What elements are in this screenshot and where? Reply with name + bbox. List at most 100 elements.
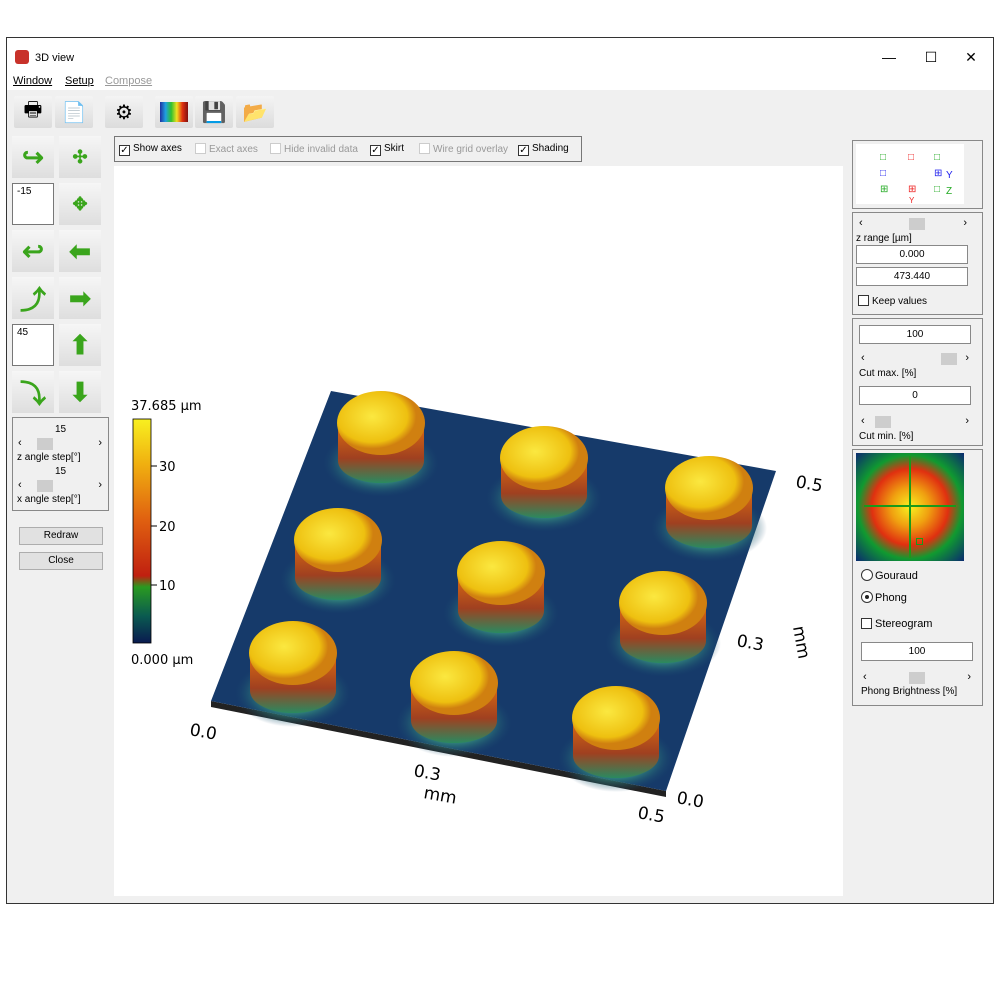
checkbox-box: ✓ [518,145,529,156]
y-axis-start: 0.0 [675,788,705,812]
settings-button[interactable]: ⚙ [105,96,143,128]
maximize-button[interactable]: ☐ [924,49,938,65]
move-down-button[interactable]: ⬇ [59,371,101,413]
print-button[interactable]: 🖶 [14,96,52,128]
move-up-button[interactable]: ⬆ [59,324,101,366]
cut-group: 100 ‹ › Cut max. [%] 0 ‹ › Cut min. [%] [852,318,983,446]
cut-min-input[interactable]: 0 [859,386,971,405]
color-palette-icon [160,102,188,122]
3d-surface-plot[interactable]: 37.685 µm 0.000 µm 30 20 10 0.0 0.3 mm 0… [114,166,843,896]
move-right-button[interactable]: ➡ [59,277,101,319]
cut-max-scrollbar[interactable]: ‹ › [861,352,969,365]
zoom-out-button[interactable]: ✥ [59,183,101,225]
colorbar-max-label: 37.685 µm [131,399,202,414]
app-icon [15,50,29,64]
menu-compose[interactable]: Compose [105,75,153,87]
pillar-top [337,391,425,455]
window-title: 3D view [35,52,75,64]
option-label: Skirt [384,143,404,154]
gouraud-radio[interactable]: Gouraud [861,569,918,582]
option-shading-checkbox[interactable]: ✓ Shading [518,143,569,156]
open-button[interactable]: 📂 [236,96,274,128]
x-axis-start: 0.0 [188,720,218,744]
y-axis-unit: mm [788,624,813,660]
colorbar [132,418,152,644]
phong-brightness-scrollbar[interactable]: ‹ › [863,671,971,684]
gouraud-label: Gouraud [875,570,918,582]
orient-y2-label: Y [909,196,915,205]
z-min-input[interactable]: 0.000 [856,245,968,264]
zoom-in-button[interactable]: ✣ [59,136,101,178]
cut-max-input[interactable]: 100 [859,325,971,344]
option-label: Wire grid overlay [433,144,509,155]
option-label: Shading [532,143,569,154]
arrows-inward-icon: ✣ [72,146,88,167]
title-bar: 3D view — ☐ ✕ [7,38,993,73]
angle-step-group: 15 ‹ › z angle step[°] 15 ‹ › x angle step… [12,417,109,511]
move-left-button[interactable]: ⬅ [59,230,101,272]
z-max-input[interactable]: 473.440 [856,267,968,286]
phong-radio[interactable]: Phong [861,591,907,604]
option-label: Show axes [133,143,182,154]
curved-arrow-up-icon: ⤴ [19,284,46,315]
pillar-top [457,541,545,605]
rotate-x-up-button[interactable]: ⤴ [12,277,54,319]
save-icon: 💾 [201,101,227,124]
option-hide-invalid-data-checkbox[interactable]: Hide invalid data [270,143,358,155]
display-options-bar: ✓ Show axes Exact axes Hide invalid data ✓ Sk… [114,136,582,162]
export-document-icon: 📄 [61,101,87,124]
curved-arrow-down-icon: ⤵ [19,378,46,409]
close-button[interactable]: Close [19,552,103,570]
checkbox-box: ✓ [119,145,130,156]
y-axis-mid: 0.3 [735,631,765,655]
cut-max-label: Cut max. [%] [859,368,917,379]
palette-button[interactable] [155,96,193,128]
3d-plot-area[interactable]: 37.685 µm 0.000 µm 30 20 10 0.0 0.3 mm 0… [114,166,843,896]
rotate-x-down-button[interactable]: ⤵ [12,371,54,413]
menu-window[interactable]: Window [13,75,53,87]
arrow-down-icon: ⬇ [69,376,91,407]
redraw-button[interactable]: Redraw [19,527,103,545]
menu-setup[interactable]: Setup [65,75,94,87]
option-label: Hide invalid data [284,144,358,155]
phong-brightness-label: Phong Brightness [%] [861,686,958,697]
phong-brightness-input[interactable]: 100 [861,642,973,661]
curved-arrow-icon: ↪ [22,141,44,172]
colorbar-tick-10: 10 [159,579,176,594]
pillar-top [619,571,707,635]
keep-values-checkbox[interactable]: Keep values [858,295,927,307]
save-button[interactable]: 💾 [195,96,233,128]
z-angle-input[interactable]: -15 [12,183,54,225]
z-step-scrollbar[interactable]: ‹ › [18,437,102,450]
checkbox-box: ✓ [370,145,381,156]
close-window-button[interactable]: ✕ [965,49,977,65]
export-button[interactable]: 📄 [55,96,93,128]
menu-bar: Window Setup Compose [7,73,993,90]
colorbar-tick-30: 30 [159,460,176,475]
z-range-scrollbar[interactable]: ‹ › [859,217,967,230]
arrow-left-icon: ⬅ [69,235,91,266]
rotate-z-right-button[interactable]: ↩ [12,230,54,272]
z-step-label: z angle step[°] [17,452,81,463]
x-angle-input[interactable]: 45 [12,324,54,366]
option-exact-axes-checkbox[interactable]: Exact axes [195,143,258,155]
option-show-axes-checkbox[interactable]: ✓ Show axes [119,143,182,156]
stereogram-checkbox[interactable]: Stereogram [861,618,932,630]
3d-view-window: 3D view — ☐ ✕ Window Setup Compose 🖶 📄 ⚙… [6,37,994,904]
light-direction-picker[interactable] [856,453,964,561]
minimize-button[interactable]: — [882,49,896,65]
keep-values-label: Keep values [872,296,928,307]
option-skirt-checkbox[interactable]: ✓ Skirt [370,143,404,156]
option-wire-grid-overlay-checkbox[interactable]: Wire grid overlay [419,143,508,155]
cut-min-scrollbar[interactable]: ‹ › [861,415,969,428]
pillar-top [249,621,337,685]
orientation-indicator[interactable]: □ □ □ □ ⊞ Y ⊞ ⊞ □ Z Y [856,144,964,205]
open-folder-icon: 📂 [242,101,268,124]
pillar-top [500,426,588,490]
colorbar-min-label: 0.000 µm [131,653,193,668]
printer-icon: 🖶 [23,99,43,121]
x-step-scrollbar[interactable]: ‹ › [18,479,102,492]
stereogram-label: Stereogram [875,618,933,630]
rotate-z-left-button[interactable]: ↪ [12,136,54,178]
checkbox-box [419,143,430,154]
